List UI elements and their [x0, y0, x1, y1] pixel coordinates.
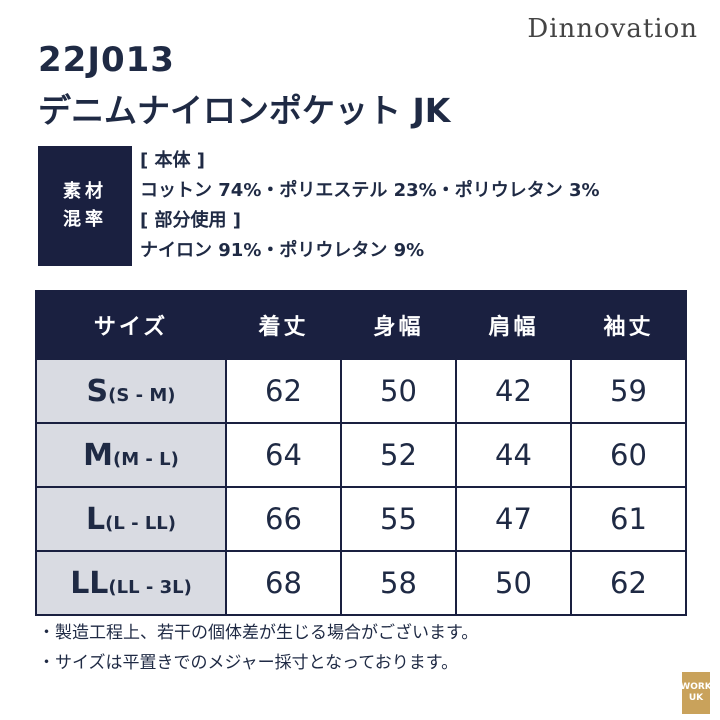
- header-size: サイズ: [35, 290, 227, 360]
- material-details: [ 本体 ] コットン 74%・ポリエステル 23%・ポリウレタン 3% [ 部…: [140, 146, 710, 266]
- material-main-text: コットン 74%・ポリエステル 23%・ポリウレタン 3%: [140, 180, 600, 201]
- size-label: S: [86, 373, 109, 409]
- size-label: LL: [70, 565, 109, 601]
- value-cell: 60: [570, 422, 687, 488]
- header-shoulder: 肩幅: [455, 290, 572, 360]
- value-cell: 47: [455, 486, 572, 552]
- size-range: (L - LL): [105, 512, 176, 534]
- brand-logo: Dinnovation: [527, 14, 698, 44]
- size-cell: L(L - LL): [35, 486, 227, 552]
- value-cell: 58: [340, 550, 457, 616]
- size-range: (LL - 3L): [108, 576, 192, 598]
- work-uk-logo: WORK UK: [680, 672, 712, 714]
- product-code: 22J013: [38, 40, 175, 80]
- material-partial-text: ナイロン 91%・ポリウレタン 9%: [140, 240, 425, 261]
- size-cell: M(M - L): [35, 422, 227, 488]
- material-label: 素材 混率: [38, 146, 132, 266]
- note-item: ・製造工程上、若干の個体差が生じる場合がございます。: [38, 623, 479, 643]
- notes: ・製造工程上、若干の個体差が生じる場合がございます。 ・サイズは平置きでのメジャ…: [38, 618, 478, 678]
- size-cell: S(S - M): [35, 358, 227, 424]
- value-cell: 42: [455, 358, 572, 424]
- logo-line2: UK: [688, 693, 704, 703]
- note-item: ・サイズは平置きでのメジャー採寸となっております。: [38, 653, 459, 673]
- value-cell: 59: [570, 358, 687, 424]
- value-cell: 68: [225, 550, 342, 616]
- size-table-header: サイズ 着丈 身幅 肩幅 袖丈: [35, 290, 687, 360]
- header-length: 着丈: [225, 290, 342, 360]
- size-label: M: [83, 437, 113, 473]
- material-label-line1: 素材: [63, 181, 107, 202]
- material-main-heading: [ 本体 ]: [140, 150, 205, 171]
- header-chest: 身幅: [340, 290, 457, 360]
- value-cell: 66: [225, 486, 342, 552]
- table-row: S(S - M) 62 50 42 59: [35, 358, 687, 424]
- table-row: L(L - LL) 66 55 47 61: [35, 486, 687, 552]
- value-cell: 52: [340, 422, 457, 488]
- value-cell: 44: [455, 422, 572, 488]
- value-cell: 62: [225, 358, 342, 424]
- header-sleeve: 袖丈: [570, 290, 687, 360]
- size-table: サイズ 着丈 身幅 肩幅 袖丈 S(S - M) 62 50 42 59 M(M…: [35, 290, 687, 616]
- product-name: デニムナイロンポケット JK: [38, 91, 451, 130]
- value-cell: 50: [455, 550, 572, 616]
- value-cell: 64: [225, 422, 342, 488]
- value-cell: 62: [570, 550, 687, 616]
- table-row: M(M - L) 64 52 44 60: [35, 422, 687, 488]
- size-range: (M - L): [113, 448, 179, 470]
- table-row: LL(LL - 3L) 68 58 50 62: [35, 550, 687, 616]
- value-cell: 61: [570, 486, 687, 552]
- size-cell: LL(LL - 3L): [35, 550, 227, 616]
- logo-line1: WORK: [680, 682, 712, 692]
- size-range: (S - M): [108, 384, 176, 406]
- material-label-line2: 混率: [63, 209, 107, 230]
- value-cell: 50: [340, 358, 457, 424]
- material-partial-heading: [ 部分使用 ]: [140, 210, 241, 231]
- value-cell: 55: [340, 486, 457, 552]
- size-label: L: [86, 501, 106, 537]
